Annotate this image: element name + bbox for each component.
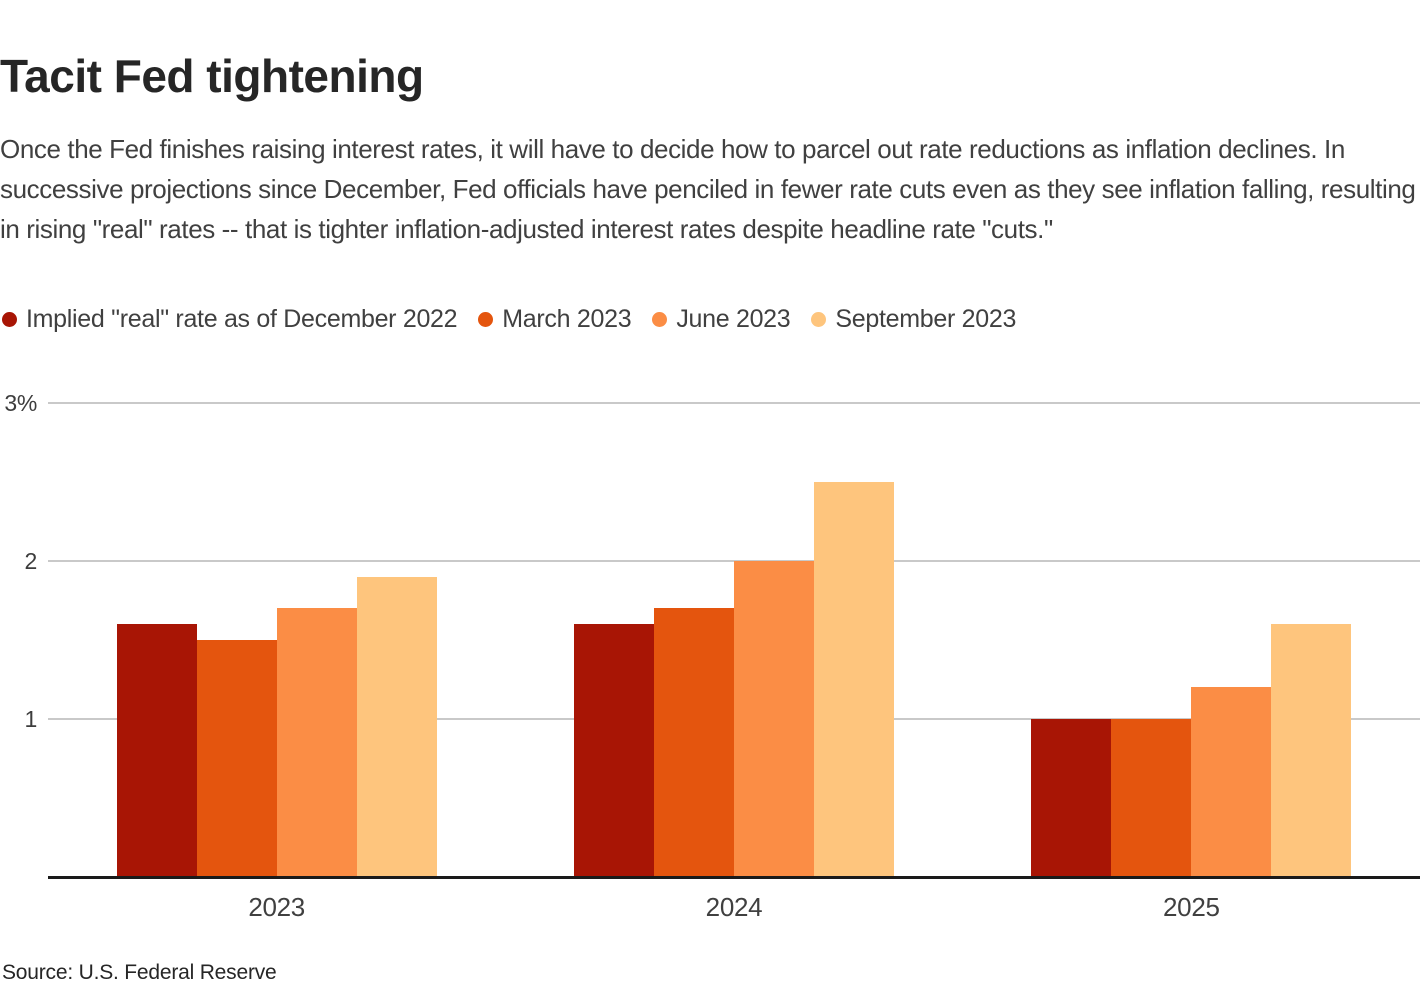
legend-dot xyxy=(478,312,494,327)
legend-label: September 2023 xyxy=(835,305,1017,333)
legend-label: March 2023 xyxy=(502,305,632,333)
legend-item: September 2023 xyxy=(811,305,1016,334)
bar-2023-series-3 xyxy=(356,576,437,877)
x-axis-category-label: 2025 xyxy=(1163,892,1220,922)
source-note: Source: U.S. Federal Reserve xyxy=(2,961,277,984)
bar-2024-series-2 xyxy=(734,561,814,877)
bar-2025-series-2 xyxy=(1191,687,1272,877)
legend-item: June 2023 xyxy=(652,305,791,334)
legend-item: Implied "real" rate as of December 2022 xyxy=(2,305,458,334)
legend: Implied "real" rate as of December 2022 … xyxy=(2,305,1016,334)
bar-2024-series-0 xyxy=(574,624,654,877)
y-axis-tick-label: 2 xyxy=(24,548,38,574)
chart: 1 2 3% 2023 2024 2025 xyxy=(0,375,1420,950)
bar-2025-series-3 xyxy=(1271,624,1352,877)
legend-dot xyxy=(2,312,17,327)
bar-2023-series-1 xyxy=(196,640,277,877)
gridline xyxy=(48,402,1420,404)
x-axis-category-label: 2023 xyxy=(248,892,305,922)
bar-2024-series-3 xyxy=(814,482,894,877)
legend-item: March 2023 xyxy=(478,305,632,334)
bar-2025-series-1 xyxy=(1111,719,1192,877)
bar-2024-series-1 xyxy=(654,608,734,877)
legend-label: Implied "real" rate as of December 2022 xyxy=(26,305,458,333)
legend-label: June 2023 xyxy=(676,305,791,333)
bar-2025-series-0 xyxy=(1031,719,1112,877)
legend-dot xyxy=(652,312,668,327)
x-axis-category-label: 2024 xyxy=(705,892,763,922)
chart-subtitle: Once the Fed finishes raising interest r… xyxy=(0,134,1416,244)
y-axis-tick-label: 3% xyxy=(4,390,37,416)
legend-dot xyxy=(811,312,827,327)
bar-2023-series-2 xyxy=(276,608,357,877)
y-axis-tick-label: 1 xyxy=(24,706,38,732)
chart-title: Tacit Fed tightening xyxy=(0,49,424,102)
bar-2023-series-0 xyxy=(116,624,197,877)
x-axis-line xyxy=(48,876,1420,879)
